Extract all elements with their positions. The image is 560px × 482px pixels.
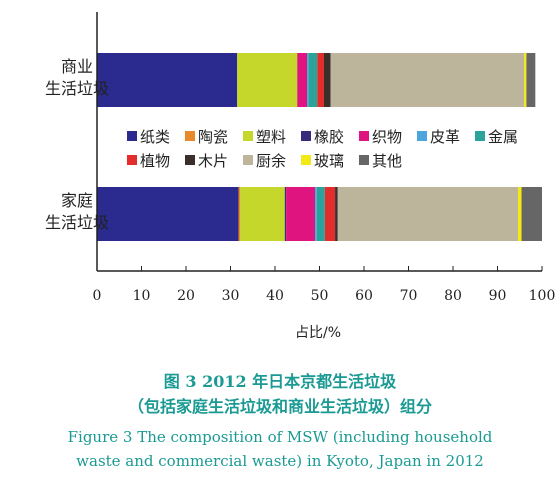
legend-label-9: 厨余 <box>256 152 286 170</box>
legend-label-6: 金属 <box>488 128 518 146</box>
bar-segment-0-7 <box>317 53 324 107</box>
x-tick-label-8: 80 <box>444 288 462 304</box>
bar-segment-0-8 <box>323 53 331 107</box>
bars-group <box>97 53 542 241</box>
bar-segment-0-6 <box>308 53 318 107</box>
x-tick-label-10: 100 <box>529 288 556 304</box>
legend-label-1: 陶瓷 <box>198 128 228 146</box>
bar-segment-1-11 <box>521 187 542 241</box>
legend-swatch-9 <box>243 155 253 165</box>
x-tick-label-6: 60 <box>355 288 373 304</box>
legend-label-11: 其他 <box>372 152 402 170</box>
legend-label-8: 木片 <box>198 152 228 170</box>
legend-swatch-11 <box>359 155 369 165</box>
x-tick-label-9: 90 <box>489 288 507 304</box>
legend-swatch-8 <box>185 155 195 165</box>
bar-segment-1-7 <box>324 187 336 241</box>
caption-en-line2: waste and commercial waste) in Kyoto, Ja… <box>76 452 484 470</box>
legend-label-4: 织物 <box>372 128 402 146</box>
legend-swatch-7 <box>127 155 137 165</box>
x-tick-label-4: 40 <box>266 288 284 304</box>
bar-segment-1-8 <box>335 187 338 241</box>
bar-segment-1-9 <box>337 187 518 241</box>
legend-label-3: 橡胶 <box>314 128 344 146</box>
bar-segment-1-1 <box>238 187 241 241</box>
bar-segment-1-2 <box>240 187 285 241</box>
caption-zh-line2: （包括家庭生活垃圾和商业生活垃圾）组分 <box>127 397 432 416</box>
y-category-label-1-1: 生活垃圾 <box>45 213 109 232</box>
bar-segment-0-11 <box>526 53 536 107</box>
legend-swatch-6 <box>475 131 485 141</box>
bar-segment-0-0 <box>97 53 238 107</box>
legend-label-7: 植物 <box>140 152 170 170</box>
bar-segment-1-3 <box>284 187 287 241</box>
x-tick-label-1: 10 <box>133 288 151 304</box>
bar-segment-1-0 <box>97 187 239 241</box>
legend-swatch-0 <box>127 131 137 141</box>
legend-label-5: 皮革 <box>430 128 460 146</box>
y-category-label-0-0: 商业 <box>61 57 93 76</box>
x-tick-label-3: 30 <box>222 288 240 304</box>
x-axis: 0 10 20 30 40 50 60 70 80 90 100 <box>93 12 556 304</box>
legend-swatch-5 <box>417 131 427 141</box>
x-tick-label-7: 70 <box>400 288 418 304</box>
bar-segment-0-4 <box>297 53 308 107</box>
legend-label-2: 塑料 <box>256 128 286 146</box>
legend-swatch-2 <box>243 131 253 141</box>
bar-segment-1-5 <box>315 187 317 241</box>
legend-label-0: 纸类 <box>140 128 170 146</box>
caption-zh-line1: 图 3 2012 年日本京都生活垃圾 <box>163 372 397 391</box>
legend-swatch-10 <box>301 155 311 165</box>
x-tick-label-2: 20 <box>177 288 195 304</box>
bar-segment-0-2 <box>237 53 298 107</box>
y-category-label-0-1: 生活垃圾 <box>45 79 109 98</box>
bar-segment-0-10 <box>524 53 527 107</box>
x-tick-label-0: 0 <box>93 288 102 304</box>
legend-label-10: 玻璃 <box>314 152 344 170</box>
bar-segment-0-5 <box>307 53 309 107</box>
bar-segment-1-10 <box>517 187 522 241</box>
x-tick-label-5: 50 <box>311 288 329 304</box>
y-category-label-1-0: 家庭 <box>61 191 93 210</box>
legend-swatch-3 <box>301 131 311 141</box>
bar-segment-1-4 <box>286 187 316 241</box>
bar-segment-1-6 <box>316 187 325 241</box>
legend-swatch-4 <box>359 131 369 141</box>
caption-en-line1: Figure 3 The composition of MSW (includi… <box>67 428 493 446</box>
x-axis-label: 占比/% <box>295 325 341 341</box>
bar-segment-0-9 <box>330 53 525 107</box>
legend-swatch-1 <box>185 131 195 141</box>
